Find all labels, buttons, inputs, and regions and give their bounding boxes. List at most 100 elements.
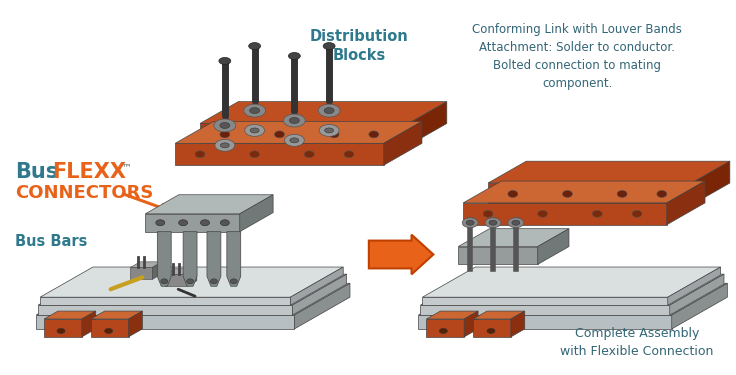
Polygon shape [130,267,152,279]
Polygon shape [40,267,343,297]
Polygon shape [488,183,692,205]
Polygon shape [670,274,724,315]
FancyArrow shape [369,235,434,274]
Ellipse shape [344,151,354,158]
Polygon shape [38,274,347,305]
Polygon shape [207,232,221,286]
Ellipse shape [617,190,627,197]
Ellipse shape [187,279,194,284]
Ellipse shape [508,190,518,197]
Ellipse shape [323,43,335,50]
Polygon shape [36,283,350,315]
Polygon shape [420,305,670,315]
Ellipse shape [290,138,299,143]
Ellipse shape [275,131,284,138]
Ellipse shape [220,123,230,129]
Ellipse shape [325,128,333,133]
Polygon shape [511,311,525,337]
Polygon shape [82,311,96,337]
Polygon shape [426,311,478,319]
Ellipse shape [439,328,447,333]
Ellipse shape [592,210,602,217]
Ellipse shape [318,104,340,117]
Polygon shape [463,203,667,225]
Ellipse shape [220,143,230,148]
Text: CONNECTORS: CONNECTORS [15,184,154,202]
Ellipse shape [289,53,300,60]
Polygon shape [692,161,730,205]
Polygon shape [200,123,408,146]
Ellipse shape [220,131,230,138]
Ellipse shape [562,190,573,197]
Ellipse shape [219,57,231,64]
Polygon shape [240,195,273,232]
Ellipse shape [156,220,165,226]
Polygon shape [668,267,721,305]
Ellipse shape [538,210,548,217]
Ellipse shape [195,151,205,158]
Ellipse shape [369,131,379,138]
Polygon shape [146,195,273,214]
Polygon shape [38,305,292,315]
Polygon shape [667,181,705,225]
Polygon shape [130,262,162,267]
Ellipse shape [304,151,314,158]
Ellipse shape [329,131,339,138]
Ellipse shape [105,328,113,333]
Polygon shape [166,274,187,286]
Polygon shape [294,283,350,329]
Text: Complete Assembly
with Flexible Connection: Complete Assembly with Flexible Connecti… [560,327,714,358]
Polygon shape [44,311,96,319]
Ellipse shape [485,218,501,228]
Ellipse shape [200,220,210,226]
Polygon shape [129,311,142,337]
Polygon shape [187,269,197,286]
Polygon shape [175,143,383,165]
Polygon shape [459,246,538,264]
Polygon shape [473,311,525,319]
Ellipse shape [487,328,495,333]
Text: Bus: Bus [15,162,59,182]
Ellipse shape [214,119,236,132]
Ellipse shape [244,124,264,136]
Ellipse shape [244,104,266,117]
Polygon shape [408,102,447,146]
Polygon shape [538,229,569,264]
Polygon shape [44,319,82,337]
Ellipse shape [57,328,65,333]
Ellipse shape [289,117,300,123]
Polygon shape [40,297,291,305]
Text: ™: ™ [121,162,131,172]
Ellipse shape [284,134,304,146]
Ellipse shape [657,190,667,197]
Polygon shape [158,232,171,286]
Ellipse shape [250,108,260,114]
Ellipse shape [324,108,334,114]
Polygon shape [91,319,129,337]
Polygon shape [146,214,240,232]
Polygon shape [463,181,705,203]
Ellipse shape [250,128,259,133]
Text: FLEXX: FLEXX [52,162,126,182]
Polygon shape [200,102,447,123]
Ellipse shape [508,218,524,228]
Ellipse shape [483,210,493,217]
Polygon shape [422,267,721,297]
Polygon shape [419,283,727,315]
Polygon shape [419,315,672,329]
Polygon shape [459,229,569,246]
Ellipse shape [249,43,261,50]
Text: Bus Bars: Bus Bars [15,234,88,249]
Ellipse shape [462,218,478,228]
Polygon shape [426,319,464,337]
Ellipse shape [283,114,305,127]
Text: Distribution
Blocks: Distribution Blocks [310,29,408,63]
Polygon shape [422,297,668,305]
Polygon shape [183,232,197,286]
Polygon shape [488,161,730,183]
Polygon shape [227,232,241,286]
Ellipse shape [250,151,260,158]
Ellipse shape [632,210,642,217]
Polygon shape [292,274,347,315]
Polygon shape [383,122,422,165]
